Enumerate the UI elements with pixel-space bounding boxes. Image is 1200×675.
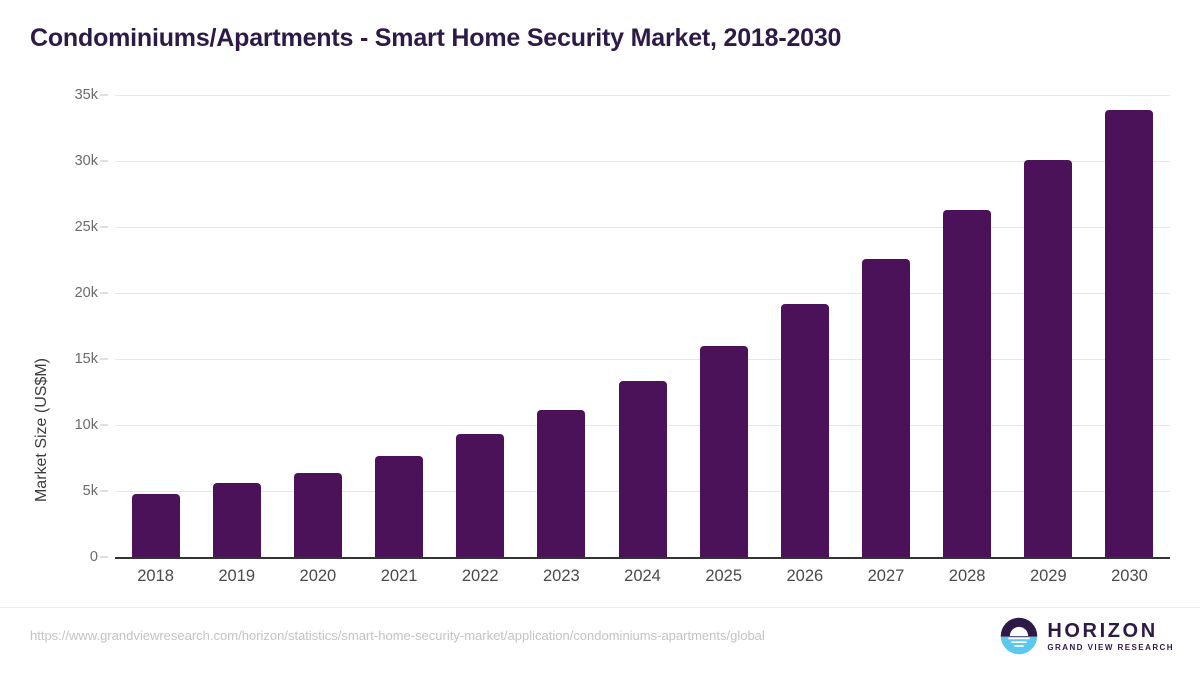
y-axis-tick-mark xyxy=(100,424,108,426)
x-axis-tick-label: 2019 xyxy=(218,567,256,585)
bar[interactable] xyxy=(537,410,586,557)
bar-slot xyxy=(1089,95,1170,557)
bar-series xyxy=(115,95,1170,557)
bar[interactable] xyxy=(131,493,180,557)
brand-logo[interactable]: HORIZON GRAND VIEW RESEARCH xyxy=(1000,617,1174,655)
y-axis-tick-mark xyxy=(100,94,108,96)
y-axis-title: Market Size (US$M) xyxy=(33,357,50,503)
brand-logo-text: HORIZON GRAND VIEW RESEARCH xyxy=(1047,621,1174,652)
bar-slot xyxy=(521,95,602,557)
x-axis-tick-label: 2024 xyxy=(624,567,661,585)
x-axis-tick-label: 2023 xyxy=(543,567,580,585)
footer-divider xyxy=(0,607,1200,608)
y-axis-tick-mark xyxy=(100,226,108,228)
bar-slot xyxy=(115,95,196,557)
gridline xyxy=(115,227,1170,228)
bar[interactable] xyxy=(861,258,910,557)
gridline xyxy=(115,161,1170,162)
x-axis-tick-label: 2021 xyxy=(380,567,418,585)
bar[interactable] xyxy=(618,381,667,557)
brand-name: HORIZON xyxy=(1047,619,1158,642)
y-axis-tick-label: 30k xyxy=(74,153,98,169)
bar[interactable] xyxy=(212,483,261,557)
bar[interactable] xyxy=(375,456,424,557)
y-axis-tick-label: 5k xyxy=(82,483,98,499)
page-title: Condominiums/Apartments - Smart Home Sec… xyxy=(30,24,842,52)
y-axis-tick-label: 0 xyxy=(89,549,98,565)
y-axis-tick-mark xyxy=(100,292,108,294)
axis-baseline xyxy=(115,557,1170,559)
bar[interactable] xyxy=(699,345,748,557)
brand-tagline: GRAND VIEW RESEARCH xyxy=(1047,642,1174,652)
x-axis-tick-label: 2028 xyxy=(948,567,986,585)
bar-slot xyxy=(602,95,683,557)
x-axis-tick-label: 2018 xyxy=(137,567,174,585)
bar-slot xyxy=(196,95,277,557)
plot-area xyxy=(115,95,1170,559)
bar[interactable] xyxy=(943,209,992,557)
y-axis-tick-label: 35k xyxy=(74,87,98,103)
gridline xyxy=(115,359,1170,360)
y-axis-tick-label: 20k xyxy=(74,285,98,301)
y-axis-tick-mark xyxy=(100,490,108,492)
y-axis-tick-label: 10k xyxy=(74,417,98,433)
y-axis-tick-mark xyxy=(100,556,108,558)
y-axis-tick-label: 15k xyxy=(74,351,98,367)
bar-slot xyxy=(440,95,521,557)
bar-slot xyxy=(764,95,845,557)
bar-slot xyxy=(845,95,926,557)
x-axis: 2018 2019 2020 2021 2022 2023 2024 2025 2026 2027… xyxy=(115,567,1170,586)
bar[interactable] xyxy=(1105,109,1154,557)
bar[interactable] xyxy=(780,303,829,557)
bar-slot xyxy=(358,95,439,557)
bar[interactable] xyxy=(293,472,342,557)
x-axis-tick-label: 2030 xyxy=(1111,567,1148,585)
y-axis-tick-mark xyxy=(100,160,108,162)
x-axis-tick-label: 2022 xyxy=(461,567,499,585)
x-axis-tick-label: 2026 xyxy=(786,567,824,585)
x-axis-tick-label: 2025 xyxy=(705,567,743,585)
bar[interactable] xyxy=(1024,159,1073,557)
y-axis: Market Size (US$M) 0 5k 10k 15k 20k 25k 30k 35k xyxy=(0,87,108,565)
bar-slot xyxy=(927,95,1008,557)
bar-slot xyxy=(277,95,358,557)
bar[interactable] xyxy=(456,434,505,557)
gridline xyxy=(115,95,1170,96)
gridline xyxy=(115,293,1170,294)
y-axis-tick-label: 25k xyxy=(74,219,98,235)
source-url[interactable]: https://www.grandviewresearch.com/horizo… xyxy=(30,628,765,643)
horizon-sun-circle-icon xyxy=(1001,617,1038,655)
y-axis-tick-mark xyxy=(100,358,108,360)
bar-slot xyxy=(683,95,764,557)
x-axis-tick-label: 2027 xyxy=(867,567,905,585)
x-axis-tick-label: 2020 xyxy=(299,567,337,585)
x-axis-tick-label: 2029 xyxy=(1029,567,1067,585)
bar-slot xyxy=(1008,95,1089,557)
